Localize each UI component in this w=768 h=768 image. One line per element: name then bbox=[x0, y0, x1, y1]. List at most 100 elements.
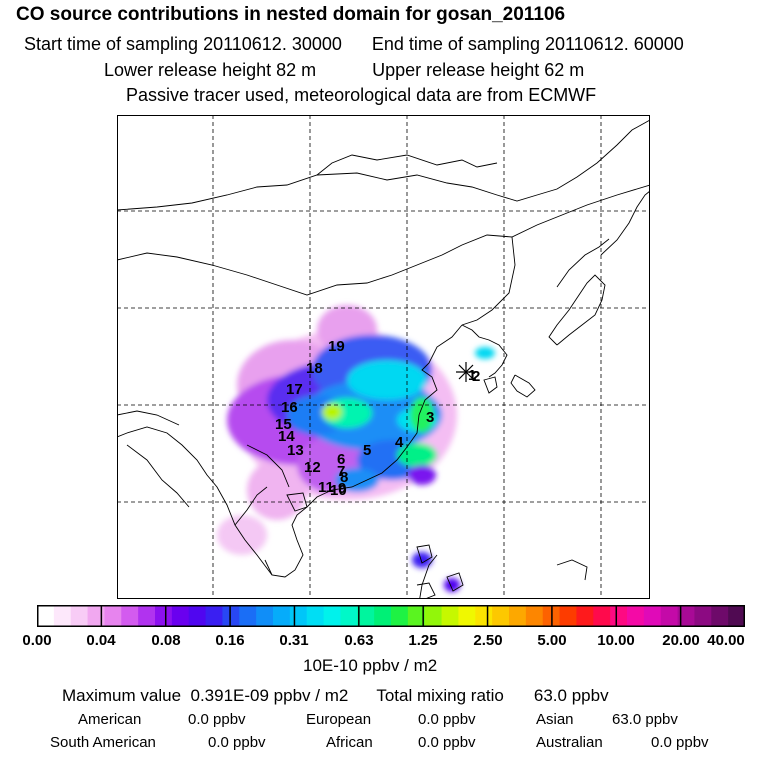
colorbar-cell bbox=[306, 605, 325, 627]
colorbar-cell bbox=[525, 605, 544, 627]
region-label-13: 13 bbox=[287, 442, 304, 459]
region-label-1: 1 bbox=[468, 367, 476, 384]
colorbar-cell bbox=[121, 605, 139, 627]
upper-release-height: Upper release height 62 m bbox=[372, 60, 585, 80]
colorbar-cell bbox=[424, 605, 443, 627]
colorbar-units: 10E-10 ppbv / m2 bbox=[303, 656, 438, 675]
coastlines bbox=[117, 119, 650, 599]
colorbar-cell bbox=[155, 605, 173, 627]
colorbar-cell bbox=[728, 605, 745, 627]
colorbar-cell bbox=[492, 605, 510, 627]
colorbar-cell bbox=[475, 605, 493, 627]
region-label-11: 11 bbox=[318, 479, 334, 496]
region-label-10: 10 bbox=[330, 482, 347, 499]
colorbar-cell bbox=[171, 605, 190, 627]
lower-release-height: Lower release height 82 m bbox=[104, 60, 317, 80]
receptor-marker-icon bbox=[456, 362, 476, 382]
summary-line: Maximum value 0.391E-09 ppbv / m2 Total m… bbox=[62, 686, 609, 706]
colorbar-cell bbox=[256, 605, 274, 627]
start-time: Start time of sampling 20110612. 30000 bbox=[24, 34, 342, 54]
colorbar-cell bbox=[610, 605, 628, 627]
colorbar-cell bbox=[37, 605, 55, 627]
colorbar-cell bbox=[509, 605, 527, 627]
region-value-american: 0.0 ppbv bbox=[188, 711, 246, 728]
region-label-9: 9 bbox=[338, 480, 346, 497]
region-label-3: 3 bbox=[426, 409, 434, 426]
colorbar-cell bbox=[357, 605, 375, 627]
region-label-14: 14 bbox=[278, 428, 295, 445]
region-label-4: 4 bbox=[395, 434, 404, 451]
region-value-australian: 0.0 ppbv bbox=[651, 734, 709, 751]
region-label-16: 16 bbox=[281, 399, 298, 416]
region-name-australian: Australian bbox=[536, 734, 603, 751]
colorbar-cell bbox=[239, 605, 257, 627]
region-value-african: 0.0 ppbv bbox=[418, 734, 476, 751]
colorbar-cell bbox=[559, 605, 577, 627]
colorbar-cell bbox=[576, 605, 594, 627]
colorbar-tick-2: 0.08 bbox=[151, 632, 181, 649]
region-label-2: 2 bbox=[472, 368, 480, 385]
colorbar-cell bbox=[643, 605, 662, 627]
gridlines bbox=[117, 115, 650, 599]
colorbar-cell bbox=[374, 605, 392, 627]
region-label-7: 7 bbox=[337, 463, 345, 480]
page-title: CO source contributions in nested domain… bbox=[16, 4, 566, 25]
region-label-15: 15 bbox=[275, 416, 292, 433]
region-label-17: 17 bbox=[286, 381, 303, 398]
colorbar-cell bbox=[340, 605, 358, 627]
end-time: End time of sampling 20110612. 60000 bbox=[371, 34, 684, 54]
colorbar-tick-4: 0.31 bbox=[279, 632, 309, 649]
colorbar-tick-7: 2.50 bbox=[473, 632, 503, 649]
colorbar-cell bbox=[205, 605, 223, 627]
colorbar-tick-6: 1.25 bbox=[408, 632, 438, 649]
colorbar-cell bbox=[627, 605, 645, 627]
colorbar-cell bbox=[87, 605, 105, 627]
colorbar-cell bbox=[222, 605, 240, 627]
sampling-times: Start time of sampling 20110612. 30000 En… bbox=[24, 34, 684, 55]
region-value-european: 0.0 ppbv bbox=[418, 711, 476, 728]
region-label-18: 18 bbox=[306, 360, 323, 377]
region-label-5: 5 bbox=[363, 442, 371, 459]
colorbar-tick-3: 0.16 bbox=[215, 632, 245, 649]
colorbar-cell bbox=[53, 605, 72, 627]
tracer-note: Passive tracer used, meteorological data… bbox=[126, 85, 597, 105]
colorbar-cell bbox=[711, 605, 729, 627]
total-mixing-label: Total mixing ratio bbox=[376, 686, 504, 705]
region-label-19: 19 bbox=[328, 338, 345, 355]
source-contribution-map: 1 2 3 4 5 6 7 8 9 10 11 12 13 14 15 16 1… bbox=[117, 115, 650, 599]
colorbar-cell bbox=[458, 605, 476, 627]
colorbar-tick-0: 0.00 bbox=[22, 632, 52, 649]
colorbar-tick-5: 0.63 bbox=[344, 632, 374, 649]
colorbar-cell bbox=[323, 605, 341, 627]
colorbar-cell bbox=[289, 605, 308, 627]
region-labels: 1 2 3 4 5 6 7 8 9 10 11 12 13 14 15 16 1… bbox=[275, 338, 480, 499]
max-value: 0.391E-09 ppbv / m2 bbox=[190, 686, 349, 705]
colorbar-cell bbox=[660, 605, 679, 627]
colorbar-cell bbox=[188, 605, 207, 627]
region-label-12: 12 bbox=[304, 459, 321, 476]
region-value-asian: 63.0 ppbv bbox=[612, 711, 678, 728]
region-name-asian: Asian bbox=[536, 711, 574, 728]
colorbar-tick-10: 20.00 bbox=[662, 632, 700, 649]
colorbar bbox=[37, 605, 745, 627]
colorbar-tick-1: 0.04 bbox=[86, 632, 116, 649]
colorbar-tick-11: 40.00 bbox=[707, 632, 745, 649]
region-name-european: European bbox=[306, 711, 372, 728]
colorbar-cell bbox=[407, 605, 426, 627]
colorbar-cell bbox=[441, 605, 459, 627]
colorbar-tick-9: 10.00 bbox=[597, 632, 635, 649]
colorbar-tick-8: 5.00 bbox=[537, 632, 567, 649]
colorbar-cell bbox=[694, 605, 712, 627]
colorbar-cell bbox=[104, 605, 122, 627]
region-name-south-american: South American bbox=[50, 734, 156, 751]
colorbar-cell bbox=[593, 605, 611, 627]
release-heights: Lower release height 82 m Upper release h… bbox=[104, 60, 584, 81]
region-name-african: African bbox=[326, 734, 373, 751]
max-value-label: Maximum value bbox=[62, 686, 182, 705]
region-label-8: 8 bbox=[340, 469, 348, 486]
total-mixing-value: 63.0 ppbv bbox=[533, 686, 609, 705]
region-label-6: 6 bbox=[337, 451, 345, 468]
colorbar-cell bbox=[70, 605, 89, 627]
colorbar-cell bbox=[677, 605, 695, 627]
colorbar-cell bbox=[273, 605, 291, 627]
